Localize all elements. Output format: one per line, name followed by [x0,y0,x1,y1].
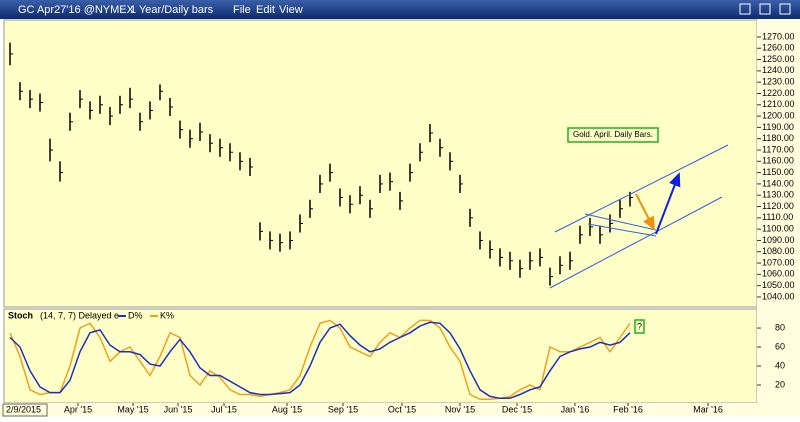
x-tick-label: Nov '15 [445,404,475,414]
y-tick-label: 1180.00 [762,133,794,143]
stoch-panel [3,308,758,404]
y-tick-label: 1090.00 [762,235,795,245]
y-tick-label: 1240.00 [762,65,795,75]
x-tick-label: Sep '15 [328,404,358,414]
y-tick-label: 1270.00 [762,31,795,41]
x-tick-label: Apr '15 [64,404,92,414]
price-panel [3,19,758,308]
toolbar: GC Apr27'16 @NYMEX 1 Year/Daily bars Fil… [0,0,800,19]
period: 1 Year/Daily bars [130,4,214,16]
y-tick-label: 1220.00 [762,88,795,98]
channel [549,144,729,289]
y-tick-label: 1140.00 [762,178,794,188]
arrow [635,193,655,231]
stoch-params: (14, 7, 7) Delayed e [40,310,119,320]
stoch-line [9,319,631,401]
menu[interactable]: View [279,4,303,16]
y-tick-label: 1170.00 [762,144,794,154]
channel-line [549,196,723,289]
x-tick-label: Aug '15 [272,404,302,414]
y-tick-label: 1260.00 [762,43,795,53]
x-tick-label: Jan '16 [561,404,590,414]
start-date: 2/9/2015 [6,404,41,414]
y-tick-label: 1120.00 [762,201,794,211]
menu[interactable]: Edit [256,4,275,16]
y-tick-label: 1150.00 [762,167,794,177]
y-tick-label: 1080.00 [762,246,795,256]
date-strip [0,403,800,417]
annotation-box [634,319,645,334]
y-tick-label: 1250.00 [762,54,795,64]
y-tick-label: 1230.00 [762,77,795,87]
y-tick-label: 20 [775,379,785,389]
channel-line [554,144,729,233]
annotation: ? [637,321,642,331]
toolbar-bg [0,0,800,19]
window-button[interactable] [739,3,751,15]
y-tick-label: 40 [775,360,785,370]
legend-label: D% [128,310,143,320]
x-tick-label: Mar '16 [693,404,723,414]
symbol: GC Apr27'16 @NYMEX [18,4,135,16]
window-button[interactable] [759,3,771,15]
y-tick-label: 1060.00 [762,269,795,279]
y-tick-label: 1130.00 [762,190,794,200]
legend-label: K% [160,310,174,320]
y-tick-label: 1050.00 [762,280,795,290]
y-tick-label: 80 [775,322,785,332]
price-layer [9,42,633,286]
y-tick-label: 1040.00 [762,291,795,301]
y-tick-label: 1100.00 [762,224,794,234]
x-tick-label: Oct '15 [388,404,416,414]
x-tick-label: Jun '15 [164,404,193,414]
arrow [655,172,681,235]
y-tick-label: 1210.00 [762,99,795,109]
annotation: Gold. April. Daily Bars. [573,130,653,139]
x-tick-label: May '15 [117,404,148,414]
y-tick-label: 60 [775,341,785,351]
x-tick-label: Feb '16 [613,404,643,414]
y-tick-label: 1070.00 [762,257,795,267]
menu[interactable]: File [233,4,251,16]
y-tick-label: 1110.00 [762,212,793,222]
start-date-box [2,403,48,417]
stoch-title: Stoch [8,310,33,320]
y-tick-label: 1200.00 [762,110,795,120]
annotation-box [567,127,659,143]
window-button[interactable] [779,3,791,15]
y-tick-label: 1160.00 [762,156,794,166]
x-tick-label: Jul '15 [211,404,237,414]
x-tick-label: Dec '15 [502,404,532,414]
y-tick-label: 1190.00 [762,122,794,132]
stoch-line [9,321,631,400]
flag-line [587,223,657,237]
axis-strip [757,20,800,403]
